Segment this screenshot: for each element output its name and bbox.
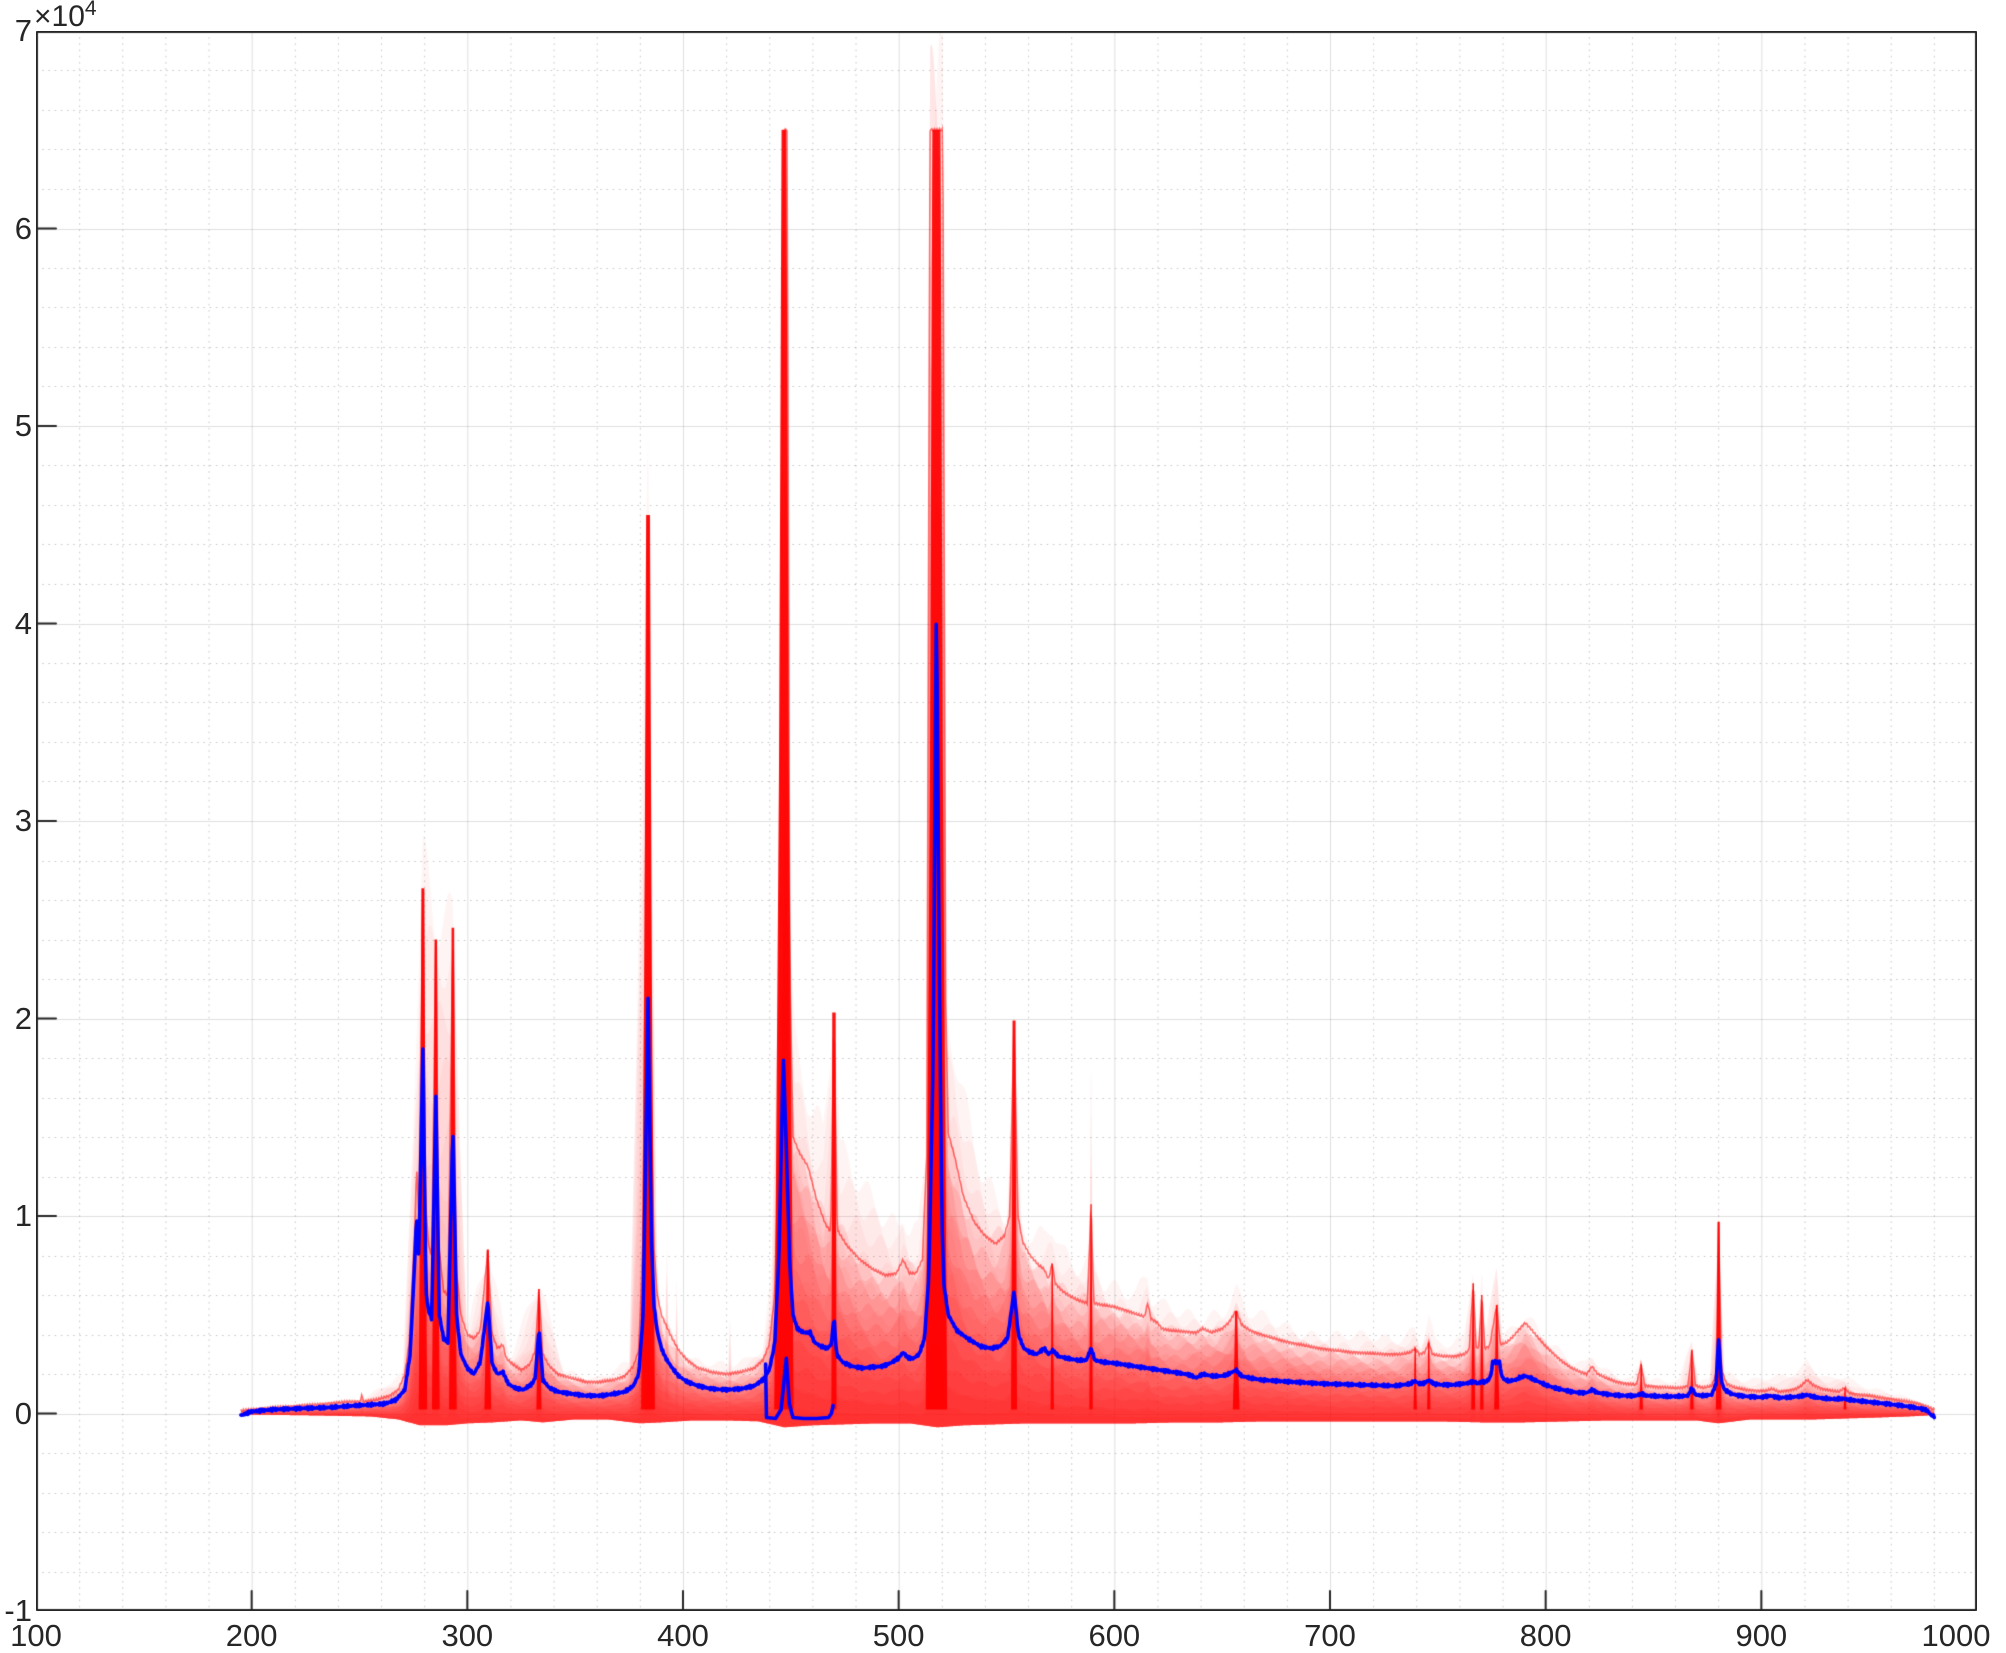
y-tick-label: 7 — [14, 13, 32, 48]
x-tick-label: 1000 — [1921, 1618, 1991, 1653]
x-tick-label: 400 — [657, 1618, 709, 1653]
y-tick-label: -1 — [4, 1593, 32, 1628]
x-tick-label: 800 — [1519, 1618, 1572, 1653]
y-tick-label: 1 — [14, 1198, 32, 1233]
plot-area — [36, 31, 1977, 1611]
exponent-power: 4 — [84, 0, 97, 20]
x-tick-label: 200 — [225, 1618, 278, 1653]
y-tick-label: 2 — [14, 1000, 32, 1036]
x-tick-label: 700 — [1304, 1618, 1356, 1653]
plot-canvas — [36, 31, 1977, 1611]
y-tick-label: 0 — [14, 1395, 32, 1431]
y-tick-label: 4 — [14, 605, 32, 641]
y-axis-exponent: ×104 — [34, 0, 97, 34]
y-tick-label: 3 — [14, 803, 32, 838]
x-tick-label: 100 — [10, 1618, 62, 1653]
y-tick-label: 6 — [14, 210, 32, 246]
y-tick-label: 5 — [14, 408, 32, 443]
x-tick-label: 500 — [872, 1618, 925, 1653]
x-tick-label: 900 — [1735, 1618, 1788, 1653]
x-tick-label: 300 — [441, 1618, 494, 1653]
exponent-base: ×10 — [34, 0, 85, 33]
x-tick-label: 600 — [1088, 1618, 1141, 1653]
